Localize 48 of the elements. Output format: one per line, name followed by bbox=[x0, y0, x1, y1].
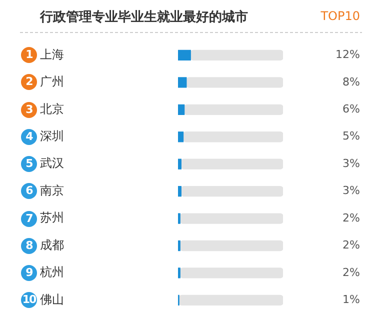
bar bbox=[186, 77, 283, 88]
bar bbox=[178, 77, 187, 88]
rank-badge: 5 bbox=[21, 156, 37, 172]
rank-badge: 9 bbox=[21, 264, 37, 281]
bar bbox=[180, 158, 283, 170]
bar bbox=[178, 294, 283, 306]
data-label: 2% bbox=[342, 238, 360, 252]
bar bbox=[190, 50, 283, 61]
bar bbox=[180, 213, 283, 224]
data-label: 3% bbox=[342, 184, 360, 198]
bar bbox=[182, 132, 283, 142]
y-tick-label: 成都 bbox=[40, 238, 64, 252]
rank-badge: 3 bbox=[21, 102, 37, 118]
y-tick-label: 北京 bbox=[40, 102, 64, 116]
bar bbox=[178, 104, 185, 115]
bar bbox=[178, 186, 182, 197]
bar bbox=[184, 104, 283, 115]
bar bbox=[178, 132, 184, 142]
y-tick-label: 南京 bbox=[40, 183, 64, 198]
y-tick-label: 佛山 bbox=[40, 292, 64, 306]
chart-title: 行政管理专业毕业生就业最好的城市 bbox=[39, 9, 248, 26]
text: TOP10 bbox=[320, 9, 360, 24]
rank-badge: 2 bbox=[21, 74, 37, 90]
rank-badge: 4 bbox=[21, 128, 37, 145]
y-tick-label: 广州 bbox=[40, 74, 64, 89]
data-label: 12% bbox=[336, 48, 360, 62]
rank-badge: 10 bbox=[21, 292, 37, 308]
y-tick-label: 苏州 bbox=[40, 210, 64, 225]
bar bbox=[178, 50, 191, 61]
y-tick-label: 杭州 bbox=[39, 265, 64, 280]
bar bbox=[180, 186, 283, 197]
bar bbox=[178, 158, 182, 170]
bar bbox=[180, 268, 283, 278]
rank-badge: 1 bbox=[21, 47, 37, 64]
data-label: 1% bbox=[342, 293, 360, 306]
y-tick-label: 深圳 bbox=[40, 128, 64, 143]
y-tick-label: 武汉 bbox=[40, 156, 64, 170]
data-label: 2% bbox=[342, 211, 360, 224]
data-label: 6% bbox=[342, 102, 360, 116]
y-tick-label: 上海 bbox=[40, 47, 64, 62]
bar bbox=[180, 240, 283, 252]
data-label: 2% bbox=[342, 266, 360, 279]
data-label: 3% bbox=[342, 156, 360, 170]
data-label: 5% bbox=[342, 130, 360, 143]
data-label: 8% bbox=[342, 75, 360, 88]
rank-badge: 7 bbox=[21, 210, 37, 227]
rank-badge: 6 bbox=[21, 183, 37, 200]
rank-badge: 8 bbox=[21, 238, 37, 254]
